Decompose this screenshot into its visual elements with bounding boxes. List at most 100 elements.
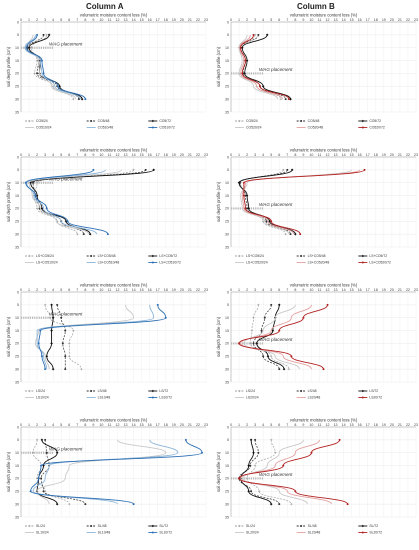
- chart-panel-5: volumetric moisture content loss (%) soil…: [6, 283, 208, 400]
- x-tick-label: 3: [44, 288, 46, 292]
- x-tick-label: 10: [99, 423, 103, 427]
- x-tick-label: 0: [20, 153, 22, 157]
- x-tick-label: 17: [156, 18, 160, 22]
- data-point: [270, 303, 273, 306]
- data-point: [300, 255, 303, 257]
- x-tick-label: 5: [270, 423, 272, 427]
- data-point: [247, 207, 250, 210]
- x-tick-label: 13: [124, 288, 128, 292]
- data-point: [82, 233, 85, 236]
- data-point: [42, 464, 45, 467]
- data-point: [254, 438, 257, 441]
- x-tick-label: 20: [180, 288, 184, 292]
- data-point: [245, 59, 249, 62]
- x-tick-label: 17: [366, 288, 370, 292]
- x-tick-label: 4: [262, 423, 264, 427]
- legend-label: LS/72: [369, 389, 378, 393]
- x-tick-label: 19: [382, 423, 386, 427]
- data-point: [24, 181, 27, 184]
- data-point: [241, 72, 244, 75]
- data-point: [77, 98, 80, 101]
- legend-label: LS10/24: [36, 396, 49, 400]
- data-point: [40, 59, 43, 62]
- data-point: [247, 489, 250, 493]
- x-tick-label: 19: [172, 288, 176, 292]
- data-point: [72, 329, 75, 332]
- x-tick-label: 1: [238, 423, 240, 427]
- x-tick-label: 22: [406, 18, 410, 22]
- wag-placement-label: WAG placement: [49, 42, 83, 47]
- x-tick-label: 23: [414, 288, 418, 292]
- legend-label: CO520/72: [369, 126, 385, 130]
- data-point: [156, 303, 159, 306]
- series-line-3: [238, 169, 296, 235]
- series-line-5: [240, 304, 312, 370]
- x-axis-title: volumetric moisture content loss (%): [290, 148, 358, 153]
- series-line-3: [240, 439, 272, 505]
- y-tick-label: 20: [225, 72, 229, 76]
- series-line-5: [36, 304, 155, 370]
- x-tick-label: 0: [230, 288, 232, 292]
- data-point: [40, 207, 44, 210]
- x-tick-label: 9: [302, 423, 304, 427]
- series-line-1: [32, 439, 70, 505]
- y-tick-label: 10: [15, 316, 19, 320]
- data-point: [64, 329, 67, 332]
- wag-placement-label: WAG placement: [259, 337, 293, 342]
- legend-label: LS20/48: [308, 396, 321, 400]
- y-tick-label: 5: [227, 168, 229, 172]
- data-point: [250, 329, 254, 332]
- x-tick-label: 17: [366, 153, 370, 157]
- x-tick-label: 6: [68, 153, 70, 157]
- x-tick-label: 3: [254, 18, 256, 22]
- data-point: [284, 233, 287, 236]
- y-tick-label: 0: [17, 20, 19, 24]
- y-axis-title: soil depth profile (cm): [6, 316, 11, 357]
- x-tick-label: 4: [52, 423, 54, 427]
- x-tick-label: 0: [230, 18, 232, 22]
- data-point: [363, 168, 366, 171]
- x-tick-label: 9: [302, 288, 304, 292]
- data-point: [45, 354, 49, 358]
- y-tick-label: 25: [225, 220, 229, 224]
- data-point: [257, 33, 260, 36]
- x-tick-label: 5: [60, 153, 62, 157]
- x-tick-label: 4: [262, 288, 264, 292]
- data-point: [33, 72, 36, 75]
- legend-label: CO510/24: [36, 126, 52, 130]
- x-tick-label: 18: [164, 288, 168, 292]
- data-point: [90, 390, 93, 392]
- series-line-3: [28, 34, 83, 100]
- x-tick-label: 21: [398, 18, 402, 22]
- y-axis-title: soil depth profile (cm): [216, 316, 221, 357]
- data-point: [35, 438, 39, 441]
- x-tick-label: 3: [254, 288, 256, 292]
- x-tick-label: 16: [148, 153, 152, 157]
- x-tick-label: 10: [99, 288, 103, 292]
- legend-label: SL20/24: [246, 531, 259, 535]
- y-tick-label: 10: [225, 316, 229, 320]
- series-line-3: [46, 304, 54, 370]
- data-point: [50, 342, 53, 345]
- x-tick-label: 1: [238, 153, 240, 157]
- data-point: [240, 46, 244, 50]
- series-line-4: [36, 439, 167, 505]
- x-tick-label: 21: [188, 18, 192, 22]
- y-tick-label: 20: [225, 207, 229, 211]
- x-tick-label: 8: [84, 18, 86, 22]
- x-tick-label: 8: [294, 288, 296, 292]
- data-point: [88, 232, 92, 236]
- data-point: [151, 126, 154, 129]
- data-point: [294, 490, 297, 493]
- x-tick-label: 3: [44, 423, 46, 427]
- series-line-3: [30, 169, 155, 235]
- y-tick-label: 0: [17, 290, 19, 294]
- legend-label: SL/72: [159, 524, 168, 528]
- data-point: [278, 329, 281, 332]
- x-axis-title: volumetric moisture content loss (%): [80, 283, 148, 288]
- legend-label: LS+CO520/48: [308, 261, 330, 265]
- wag-placement-label: WAG placement: [49, 447, 83, 452]
- x-tick-label: 23: [414, 18, 418, 22]
- series-line-2: [239, 169, 291, 235]
- x-tick-label: 18: [374, 288, 378, 292]
